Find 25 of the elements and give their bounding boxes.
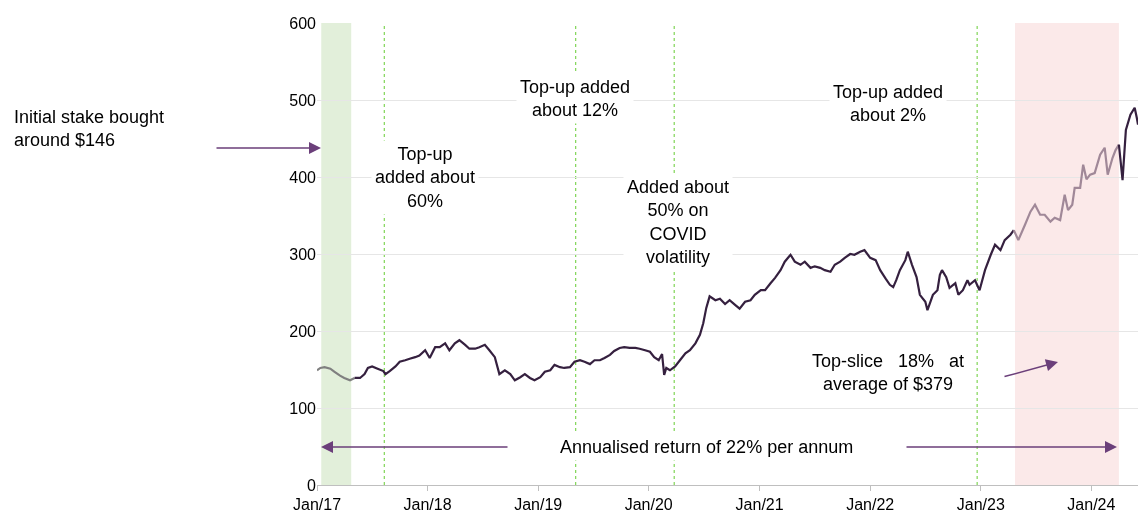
text: Initial stake bought around $146 [14, 107, 165, 151]
y-tick-label: 400 [289, 168, 317, 186]
x-tick-label: Jan/20 [624, 496, 673, 514]
annotation: Top-up added about 2% [833, 82, 944, 126]
x-tick-label: Jan/23 [956, 496, 1005, 514]
annotation: Top-slice 18% at average of $379 [812, 351, 965, 395]
x-tick-label: Jan/24 [1067, 496, 1116, 514]
annotation: Top-up added about 12% [520, 77, 631, 121]
annotation: Added about 50% on COVID volatility [627, 177, 730, 268]
y-tick-label: 600 [289, 14, 317, 32]
y-tick-label: 100 [289, 399, 317, 417]
y-tick-label: 0 [307, 476, 317, 494]
y-tick-label: 200 [289, 322, 317, 340]
x-tick-label: Jan/17 [292, 496, 342, 514]
line-series [1012, 143, 1121, 242]
x-tick-label: Jan/22 [846, 496, 895, 514]
x-tick-label: Jan/19 [514, 496, 563, 514]
x-tick-label: Jan/18 [403, 496, 452, 514]
x-tick-label: Jan/21 [735, 496, 784, 514]
annotation: Top-up added about 60% [375, 144, 476, 211]
line-series [317, 366, 356, 382]
annotation: Annualised return of 22% per annum [560, 437, 854, 457]
line-series [1117, 106, 1138, 182]
y-tick-label: 300 [289, 245, 317, 263]
y-tick-label: 500 [289, 91, 317, 109]
